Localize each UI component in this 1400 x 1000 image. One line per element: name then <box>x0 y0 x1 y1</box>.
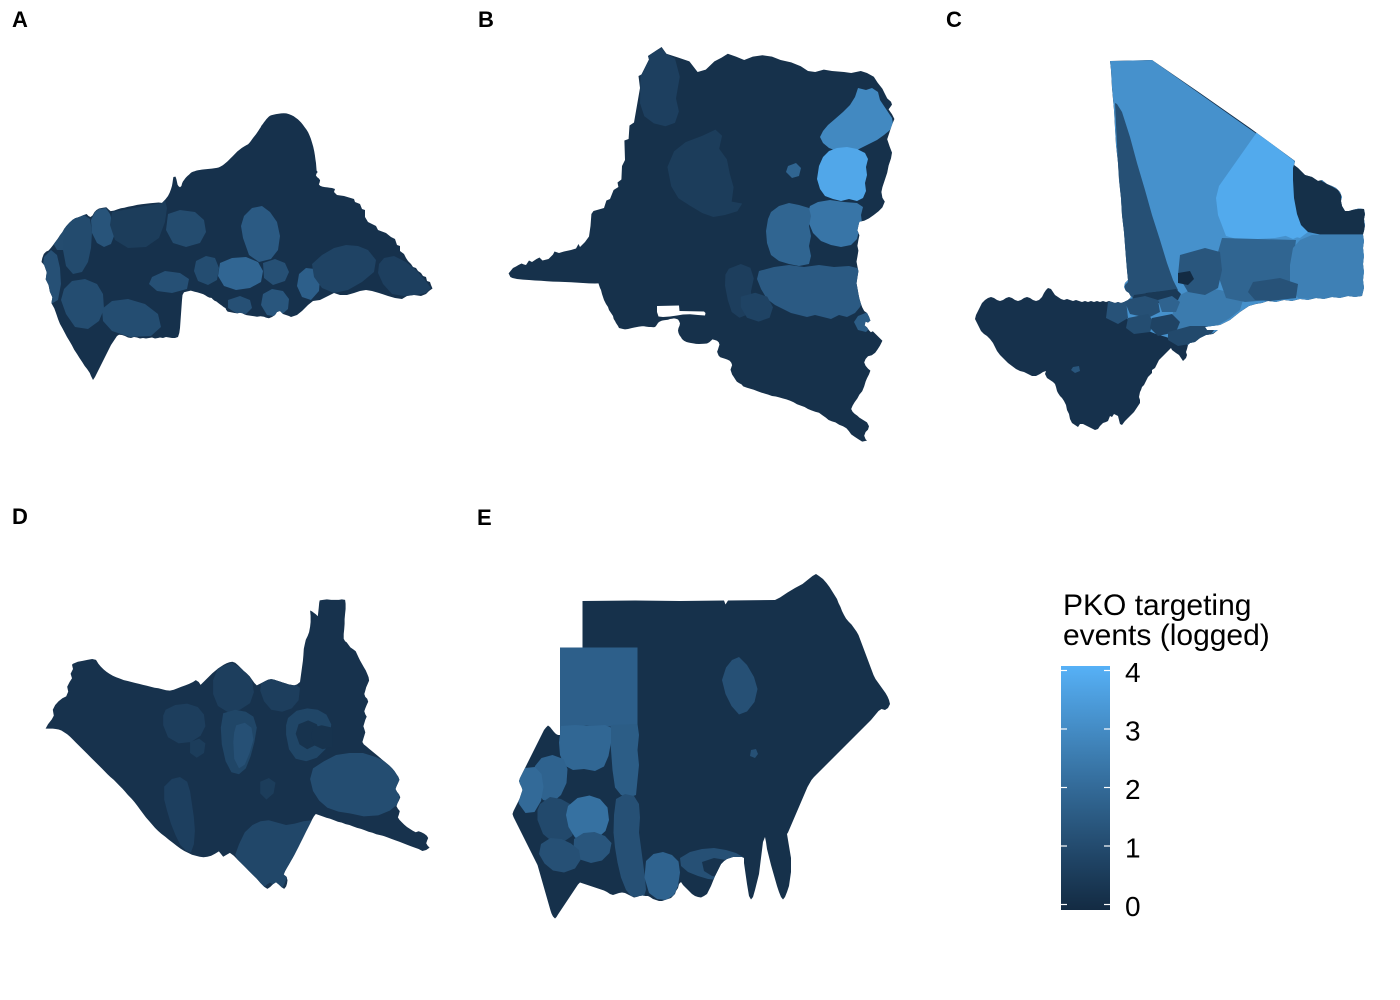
svg-text:1: 1 <box>1125 833 1141 864</box>
svg-text:2: 2 <box>1125 774 1141 805</box>
svg-text:0: 0 <box>1125 891 1141 922</box>
svg-text:4: 4 <box>1125 662 1141 688</box>
svg-text:3: 3 <box>1125 716 1141 747</box>
